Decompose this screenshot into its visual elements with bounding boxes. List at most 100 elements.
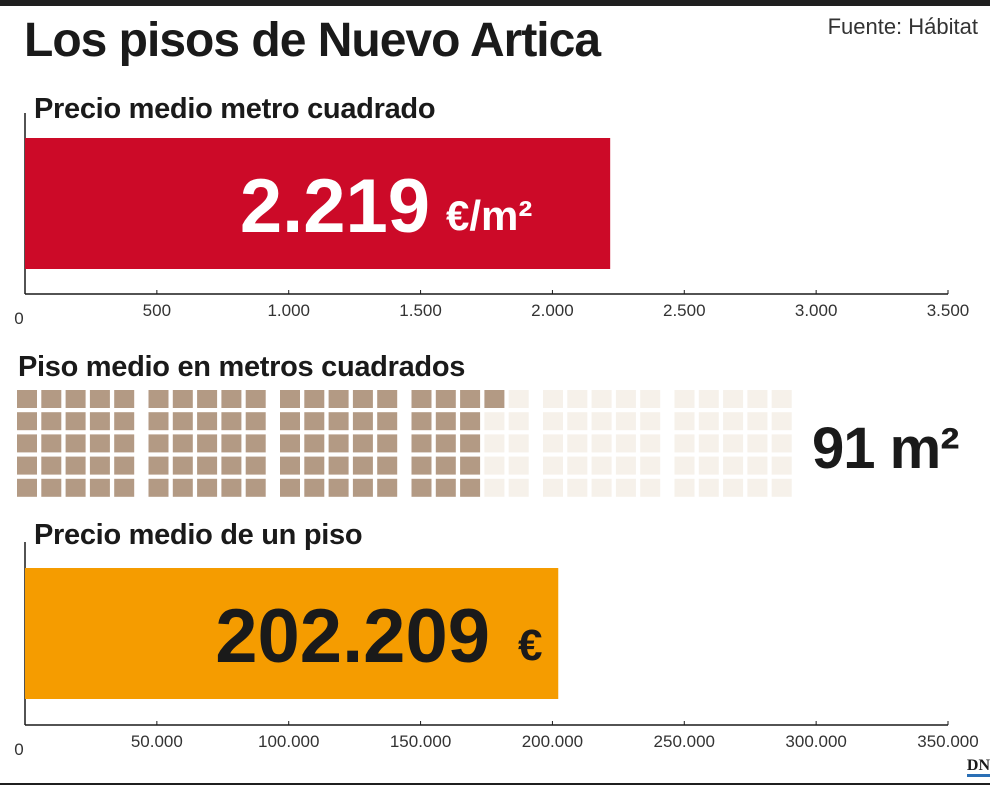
filled-square — [41, 390, 62, 408]
bar — [25, 568, 559, 699]
filled-square — [435, 412, 456, 431]
bar — [25, 138, 611, 269]
empty-square — [640, 412, 661, 431]
filled-square — [352, 434, 373, 453]
empty-square — [771, 434, 792, 453]
x-tick-label: 50.000 — [131, 732, 183, 751]
x-tick-label: 350.000 — [917, 732, 978, 751]
filled-square — [304, 434, 325, 453]
empty-square — [723, 412, 744, 431]
x-tick-label: 300.000 — [785, 732, 846, 751]
filled-square — [41, 478, 62, 497]
bottom-rule — [0, 783, 990, 785]
filled-square — [114, 478, 135, 497]
filled-square — [65, 434, 86, 453]
filled-square — [221, 478, 242, 497]
x-tick-label: 100.000 — [258, 732, 319, 751]
filled-square — [245, 434, 266, 453]
filled-square — [411, 456, 432, 475]
data-label: 202.209 — [215, 594, 490, 679]
filled-square — [89, 434, 110, 453]
filled-square — [435, 434, 456, 453]
empty-square — [543, 456, 563, 475]
filled-square — [41, 412, 62, 431]
source-note: Fuente: Hábitat — [827, 14, 978, 39]
x-tick-label: 3.500 — [927, 301, 970, 320]
filled-square — [172, 390, 193, 408]
empty-square — [567, 412, 588, 431]
empty-square — [723, 456, 744, 475]
publisher-logo: DN — [966, 758, 990, 777]
filled-square — [197, 478, 218, 497]
filled-square — [411, 434, 432, 453]
area-squares-chart — [17, 390, 792, 497]
empty-square — [698, 434, 719, 453]
empty-square — [674, 478, 695, 497]
empty-square — [508, 478, 529, 497]
filled-square — [245, 456, 266, 475]
filled-square — [460, 434, 481, 453]
filled-square — [197, 412, 218, 431]
filled-square — [114, 434, 135, 453]
chart-2-title: Piso medio en metros cuadrados — [18, 351, 466, 383]
filled-square — [352, 412, 373, 431]
filled-square — [245, 478, 266, 497]
filled-square — [304, 456, 325, 475]
filled-square — [89, 478, 110, 497]
empty-square — [508, 412, 529, 431]
filled-square — [114, 412, 135, 431]
filled-square — [304, 412, 325, 431]
empty-square — [508, 434, 529, 453]
filled-square — [148, 456, 169, 475]
filled-square — [221, 434, 242, 453]
filled-square — [460, 412, 481, 431]
empty-square — [698, 456, 719, 475]
price-per-flat-chart: 0 50.000 100.000 150.000 200.000 250.000 300.0… — [14, 542, 979, 759]
empty-square — [771, 390, 792, 408]
page-title: Los pisos de Nuevo Artica — [24, 14, 601, 67]
filled-square — [377, 456, 398, 475]
empty-square — [567, 456, 588, 475]
empty-square — [484, 478, 505, 497]
empty-square — [543, 434, 563, 453]
empty-square — [723, 434, 744, 453]
empty-square — [508, 456, 529, 475]
empty-square — [723, 478, 744, 497]
filled-square — [221, 390, 242, 408]
filled-square — [65, 412, 86, 431]
filled-square — [460, 456, 481, 475]
empty-square — [615, 434, 636, 453]
x-tick-label: 500 — [143, 301, 171, 320]
filled-square — [377, 412, 398, 431]
filled-square — [352, 390, 373, 408]
filled-square — [17, 390, 37, 408]
filled-square — [17, 434, 37, 453]
chart-1-title: Precio medio metro cuadrado — [34, 93, 436, 125]
empty-square — [747, 456, 768, 475]
filled-square — [17, 456, 37, 475]
x-tick-label: 2.500 — [663, 301, 706, 320]
filled-square — [172, 434, 193, 453]
empty-square — [640, 390, 661, 408]
filled-square — [411, 390, 432, 408]
x-tick-label: 0 — [14, 309, 23, 328]
filled-square — [280, 478, 300, 497]
top-rule — [0, 0, 990, 6]
empty-square — [591, 478, 612, 497]
empty-square — [640, 434, 661, 453]
x-tick-label: 1.500 — [399, 301, 442, 320]
filled-square — [172, 478, 193, 497]
filled-square — [377, 434, 398, 453]
filled-square — [197, 456, 218, 475]
empty-square — [591, 390, 612, 408]
empty-square — [484, 412, 505, 431]
empty-square — [484, 456, 505, 475]
empty-square — [747, 390, 768, 408]
filled-square — [89, 412, 110, 431]
filled-square — [114, 456, 135, 475]
empty-square — [543, 478, 563, 497]
empty-square — [591, 412, 612, 431]
x-tick-label: 2.000 — [531, 301, 574, 320]
filled-square — [435, 390, 456, 408]
filled-square — [280, 434, 300, 453]
